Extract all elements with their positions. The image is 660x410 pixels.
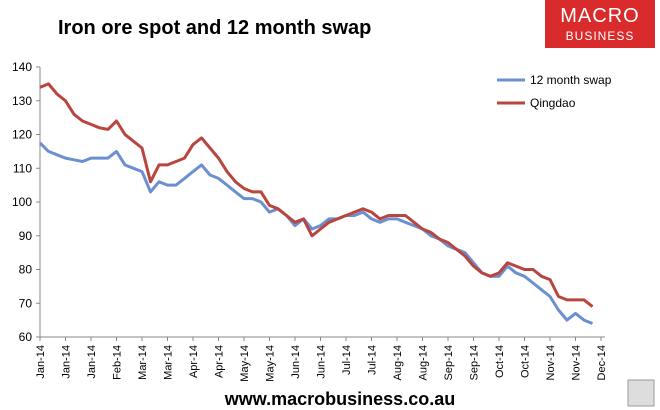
x-tick-label: Jun-14 bbox=[316, 345, 328, 379]
x-tick-label: May-14 bbox=[265, 345, 277, 382]
y-tick-label: 120 bbox=[12, 128, 32, 142]
logo-text: BUSINESS bbox=[566, 29, 635, 43]
series-line bbox=[38, 141, 594, 325]
x-tick-label: Dec-14 bbox=[596, 345, 608, 380]
x-tick-label: Feb-14 bbox=[112, 345, 124, 380]
legend-label: Qingdao bbox=[530, 96, 576, 110]
x-tick-label: Apr-14 bbox=[214, 345, 226, 378]
x-tick-label: Oct-14 bbox=[520, 345, 532, 378]
x-tick-label: Mar-14 bbox=[163, 345, 175, 380]
x-tick-label: Jun-14 bbox=[290, 345, 302, 379]
y-tick-label: 80 bbox=[19, 263, 33, 277]
icon bbox=[627, 379, 655, 407]
x-tick-label: Jul-14 bbox=[341, 345, 353, 375]
y-tick-label: 60 bbox=[19, 330, 33, 344]
x-tick-label: Nov-14 bbox=[571, 345, 583, 380]
series-line bbox=[39, 82, 594, 308]
x-tick-label: Apr-14 bbox=[188, 345, 200, 378]
x-tick-label: Oct-14 bbox=[494, 345, 506, 378]
y-tick-label: 70 bbox=[19, 296, 33, 310]
y-tick-label: 140 bbox=[12, 60, 32, 74]
x-tick-label: Nov-14 bbox=[545, 345, 557, 380]
y-tick-label: 110 bbox=[13, 161, 32, 175]
y-tick-label: 130 bbox=[12, 94, 32, 108]
x-tick-label: Aug-14 bbox=[392, 345, 404, 380]
x-tick-label: Aug-14 bbox=[418, 345, 430, 380]
x-tick-label: Jan-14 bbox=[35, 345, 47, 379]
logo-text: MACRO bbox=[560, 5, 639, 27]
x-tick-label: Jan-14 bbox=[86, 345, 98, 379]
x-tick-label: Jan-14 bbox=[61, 345, 73, 379]
x-tick-label: Sep-14 bbox=[469, 345, 481, 380]
footer: www.macrobusiness.co.au bbox=[224, 389, 455, 409]
x-tick-label: Mar-14 bbox=[137, 345, 149, 380]
y-tick-label: 90 bbox=[19, 229, 33, 243]
legend-label: 12 month swap bbox=[530, 73, 612, 87]
y-tick-label: 100 bbox=[12, 195, 32, 209]
chart-title: Iron ore spot and 12 month swap bbox=[58, 17, 371, 39]
x-tick-label: Jul-14 bbox=[367, 345, 379, 375]
x-tick-label: Sep-14 bbox=[443, 345, 455, 380]
x-tick-label: May-14 bbox=[239, 345, 251, 382]
logo-box bbox=[545, 0, 655, 48]
